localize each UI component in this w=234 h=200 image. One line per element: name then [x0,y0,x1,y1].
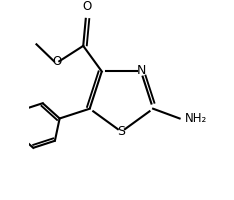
Text: O: O [82,0,91,13]
Text: NH₂: NH₂ [185,112,207,125]
Text: O: O [52,55,61,68]
Text: S: S [117,125,125,138]
Text: N: N [137,64,146,77]
